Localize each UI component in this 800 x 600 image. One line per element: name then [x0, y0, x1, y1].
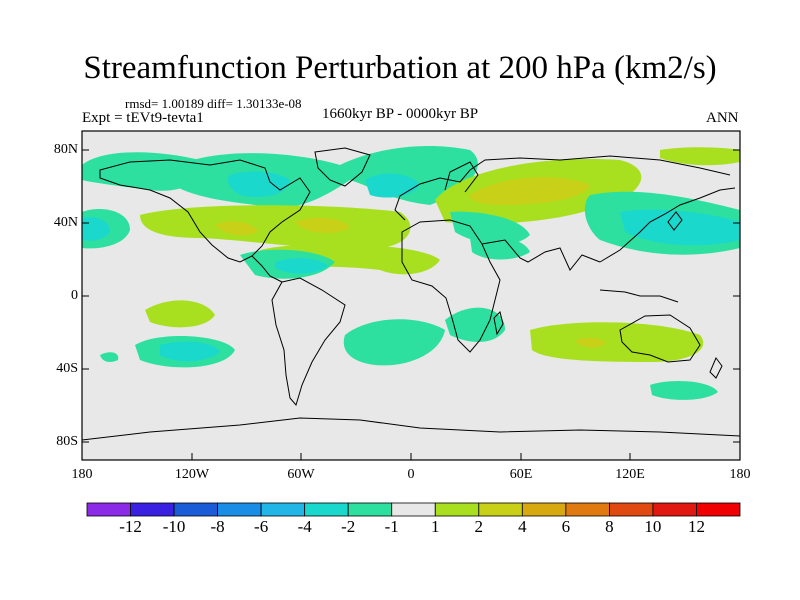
- coast-arabia-india: [481, 239, 601, 271]
- lat-label-80n: 80N: [53, 142, 78, 157]
- coast-new-zealand: [709, 357, 723, 379]
- contour-far-n-east: [660, 147, 740, 166]
- colorbar-swatch: [217, 502, 262, 517]
- lat-label-40s: 40S: [56, 361, 78, 376]
- colorbar: [86, 502, 741, 517]
- coast-south-america: [271, 277, 346, 407]
- axis-ticks: [81, 149, 741, 460]
- colorbar-label: 6: [561, 517, 571, 536]
- colorbar-label: 1: [431, 517, 440, 536]
- season-label: ANN: [706, 110, 739, 126]
- coast-africa: [401, 219, 501, 353]
- contour-canada-low: [227, 171, 290, 197]
- contour-e-asia-low: [620, 209, 740, 246]
- colorbar-label: -1: [384, 517, 399, 536]
- contour-na-yellow-1: [215, 221, 258, 236]
- coast-east-asia: [599, 187, 736, 263]
- colorbar-label: -12: [119, 517, 142, 536]
- colorbar-label: -2: [341, 517, 356, 536]
- colorbar-swatch: [521, 502, 567, 517]
- colorbar-label: 2: [474, 517, 484, 536]
- contour-australia-yellow: [575, 337, 605, 348]
- colorbar-swatch: [696, 502, 741, 517]
- coast-north-america: [99, 159, 311, 263]
- coast-scandinavia: [444, 161, 479, 193]
- colorbar-swatch: [391, 502, 436, 517]
- lon-label-60e: 60E: [509, 467, 533, 482]
- figure-title: Streamfunction Perturbation at 200 hPa (…: [83, 50, 717, 86]
- contour-na-yellow-2: [295, 217, 350, 234]
- colorbar-label: -6: [254, 517, 269, 536]
- stats-label: rmsd= 1.00189 diff= 1.30133e-08: [125, 96, 302, 111]
- coast-indonesia: [599, 289, 679, 303]
- colorbar-swatch: [652, 502, 697, 517]
- colorbar-swatch: [434, 502, 480, 517]
- coast-australia: [619, 314, 701, 363]
- colorbar-label: 8: [605, 517, 614, 536]
- coast-central-america: [251, 255, 283, 283]
- contour-sub-trop-green: [260, 244, 440, 275]
- coast-greenland: [314, 147, 371, 187]
- lon-label-180e: 180: [729, 467, 751, 482]
- colorbar-swatch: [86, 502, 131, 517]
- contour-s-africa-cyan: [445, 307, 505, 342]
- contour-europe-yellow: [469, 177, 590, 205]
- coast-europe: [394, 155, 731, 221]
- contour-n-africa-green: [450, 211, 530, 245]
- experiment-label: Expt = tEVt9-tevta1: [82, 110, 204, 126]
- lat-label-80s: 80S: [56, 434, 78, 449]
- contour-fields: [82, 145, 740, 400]
- contour-s-pacific-low: [160, 341, 220, 362]
- contour-s-atlantic-cyan: [343, 319, 445, 366]
- colorbar-swatch: [478, 502, 523, 517]
- colorbar-label: 4: [518, 517, 527, 536]
- colorbar-swatch: [347, 502, 393, 517]
- contour-s-east-cyan: [650, 380, 718, 400]
- period-label: 1660kyr BP - 0000kyr BP: [322, 106, 479, 122]
- lon-label-60w: 60W: [287, 467, 315, 482]
- contour-atlantic-low: [365, 173, 420, 198]
- lon-label-0: 0: [407, 467, 415, 482]
- colorbar-label: -8: [210, 517, 225, 536]
- lon-label-180w: 180: [71, 467, 93, 482]
- colorbar-label: -4: [297, 517, 312, 536]
- colorbar-swatch: [260, 502, 306, 517]
- contour-sw-pacific-green: [100, 352, 119, 363]
- coastlines: [82, 147, 740, 441]
- contour-e-pacific-green: [145, 300, 215, 328]
- lon-label-120w: 120W: [174, 467, 210, 482]
- colorbar-label: 12: [687, 517, 705, 536]
- contour-australia-green: [530, 322, 704, 362]
- contour-caribbean-low: [275, 258, 328, 274]
- coast-madagascar: [493, 311, 504, 336]
- lat-label-0: 0: [71, 288, 78, 303]
- colorbar-swatch: [130, 502, 175, 517]
- contour-arabia-cyan: [470, 235, 530, 260]
- colorbar-swatch: [304, 502, 349, 517]
- colorbar-swatch: [565, 502, 610, 517]
- lat-label-40n: 40N: [53, 215, 78, 230]
- colorbar-label: -10: [162, 517, 186, 536]
- colorbar-label: 10: [644, 517, 662, 536]
- colorbar-swatch: [609, 502, 654, 517]
- coast-antarctica: [82, 417, 740, 441]
- coast-japan: [667, 211, 683, 231]
- lon-label-120e: 120E: [615, 467, 645, 482]
- colorbar-swatch: [173, 502, 219, 517]
